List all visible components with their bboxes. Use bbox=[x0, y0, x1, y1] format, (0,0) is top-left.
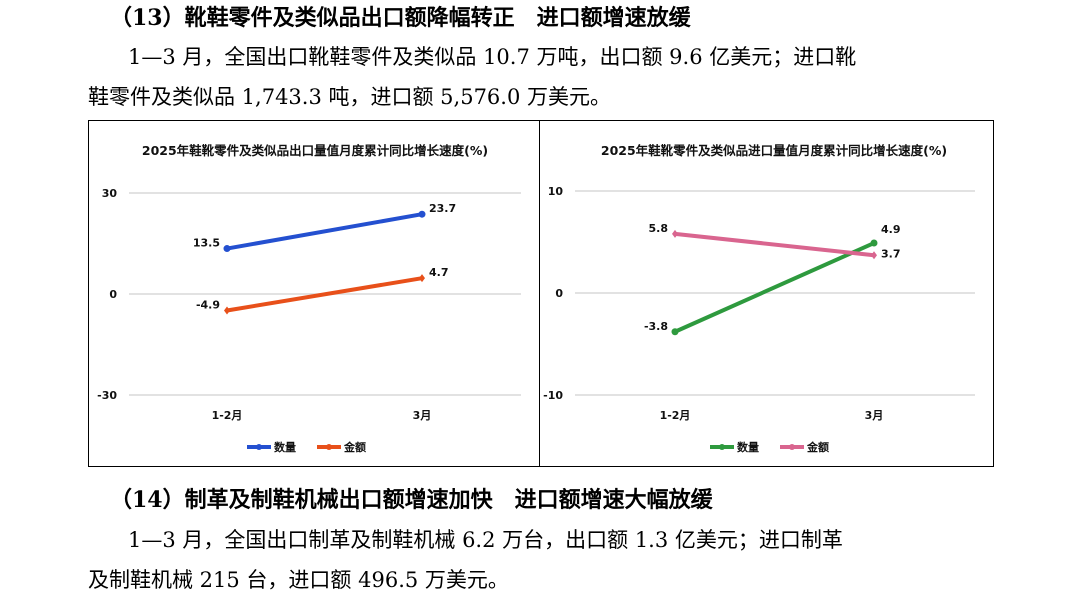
data-label: 23.7 bbox=[429, 202, 456, 215]
y-tick-label: -30 bbox=[97, 389, 117, 402]
chart-title: 2025年鞋靴零件及类似品出口量值月度累计同比增长速度(%) bbox=[142, 143, 488, 158]
legend-label: 数量 bbox=[274, 440, 296, 454]
x-tick-label: 1-2月 bbox=[660, 409, 691, 422]
series-line-金额 bbox=[673, 231, 876, 258]
legend-label: 数量 bbox=[737, 440, 759, 454]
section-13-paragraph-line-1: 1—3 月，全国出口靴鞋零件及类似品 10.7 万吨，出口额 9.6 亿美元；进… bbox=[128, 45, 857, 69]
series-line-金额 bbox=[225, 276, 424, 313]
legend-label: 金额 bbox=[343, 440, 366, 454]
data-label: 3.7 bbox=[881, 247, 901, 260]
data-label: -4.9 bbox=[196, 298, 220, 311]
series-line-数量 bbox=[673, 241, 876, 334]
legend-label: 金额 bbox=[806, 440, 829, 454]
section-14-heading: （14）制革及制鞋机械出口额增速加快 进口额增速大幅放缓 bbox=[110, 487, 713, 513]
legend-marker bbox=[789, 444, 795, 450]
section-14-paragraph-line-2: 及制鞋机械 215 台，进口额 496.5 万美元。 bbox=[88, 568, 509, 592]
y-tick-label: 0 bbox=[109, 288, 117, 301]
x-tick-label: 1-2月 bbox=[212, 409, 243, 422]
data-point bbox=[870, 239, 878, 247]
import-growth-chart-svg: 2025年鞋靴零件及类似品进口量值月度累计同比增长速度(%) 10 0 -10 1-2月… bbox=[543, 143, 975, 454]
export-growth-chart: 2025年鞋靴零件及类似品出口量值月度累计同比增长速度(%) 30 0 -30 1-2月… bbox=[88, 120, 541, 467]
legend-marker bbox=[256, 444, 262, 450]
data-point bbox=[223, 245, 231, 253]
data-point bbox=[871, 251, 877, 260]
data-label: 4.9 bbox=[881, 223, 901, 236]
data-label: -3.8 bbox=[644, 320, 668, 333]
chart-title: 2025年鞋靴零件及类似品进口量值月度累计同比增长速度(%) bbox=[601, 143, 947, 158]
legend-marker bbox=[719, 444, 725, 450]
data-point bbox=[419, 274, 425, 283]
y-tick-label: 0 bbox=[555, 287, 563, 300]
x-tick-label: 3月 bbox=[865, 409, 884, 422]
import-growth-chart: 2025年鞋靴零件及类似品进口量值月度累计同比增长速度(%) 10 0 -10 1-2月… bbox=[539, 120, 994, 467]
data-point bbox=[224, 306, 230, 315]
data-label: 5.8 bbox=[649, 222, 669, 235]
data-label: 4.7 bbox=[429, 266, 449, 279]
x-tick-label: 3月 bbox=[413, 409, 432, 422]
section-13-paragraph-line-2: 鞋零件及类似品 1,743.3 吨，进口额 5,576.0 万美元。 bbox=[88, 85, 612, 109]
data-point bbox=[672, 229, 678, 238]
y-tick-label: 30 bbox=[102, 187, 118, 200]
export-growth-chart-svg: 2025年鞋靴零件及类似品出口量值月度累计同比增长速度(%) 30 0 -30 1-2月… bbox=[97, 143, 521, 454]
y-tick-label: -10 bbox=[543, 389, 563, 402]
data-label: 13.5 bbox=[193, 237, 220, 250]
legend-marker bbox=[326, 444, 332, 450]
data-point bbox=[671, 328, 679, 336]
section-13-heading: （13）靴鞋零件及类似品出口额降幅转正 进口额增速放缓 bbox=[110, 5, 691, 31]
data-point bbox=[418, 210, 426, 218]
series-line-数量 bbox=[225, 212, 424, 251]
y-tick-label: 10 bbox=[548, 185, 564, 198]
section-14-paragraph-line-1: 1—3 月，全国出口制革及制鞋机械 6.2 万台，出口额 1.3 亿美元；进口制… bbox=[128, 528, 843, 552]
